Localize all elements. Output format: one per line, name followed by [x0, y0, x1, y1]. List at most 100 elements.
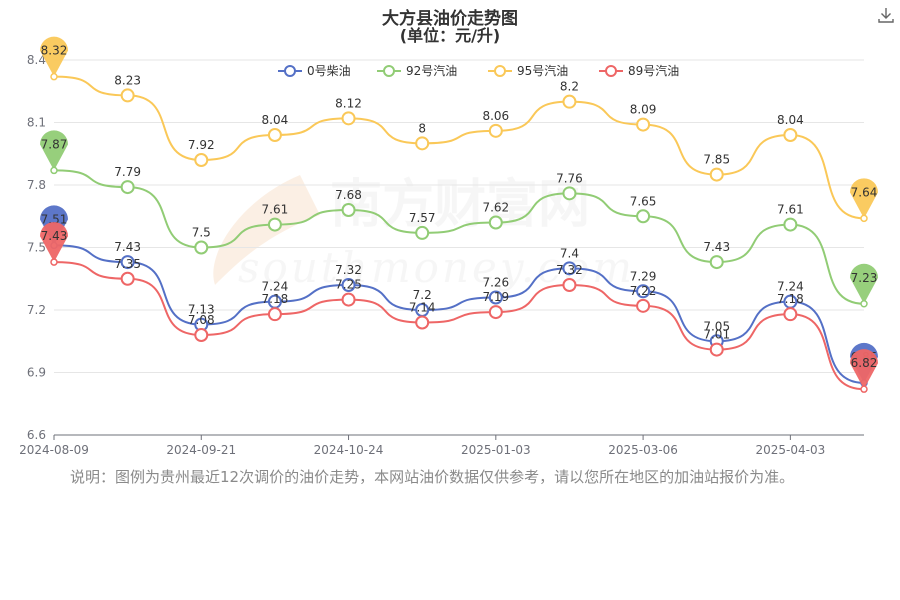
- data-label: 8: [418, 121, 426, 135]
- y-tick-label: 8.1: [27, 116, 46, 130]
- data-label: 8.2: [560, 80, 579, 94]
- data-label: 7.85: [703, 153, 730, 167]
- x-tick-label: 2024-08-09: [19, 443, 89, 457]
- data-point: [341, 203, 356, 217]
- data-point: [415, 315, 430, 330]
- data-label: 7.01: [703, 328, 730, 342]
- data-point: [709, 342, 724, 357]
- legend-label: 89号汽油: [628, 63, 679, 78]
- data-label: 7.24: [262, 280, 289, 294]
- y-tick-label: 8.4: [27, 53, 46, 67]
- x-tick-label: 2024-10-24: [314, 443, 384, 457]
- data-label: 7.18: [262, 292, 289, 306]
- data-label: 7.68: [335, 188, 362, 202]
- pin-shape: [850, 349, 878, 390]
- legend-marker: [494, 65, 506, 77]
- data-label: 7.79: [114, 165, 141, 179]
- legend: 0号柴油 92号汽油 95号汽油 89号汽油: [278, 63, 679, 78]
- data-label: 7.92: [188, 138, 215, 152]
- data-label: 7.22: [630, 284, 657, 298]
- data-label: 7.13: [188, 303, 215, 317]
- data-label: 7.76: [556, 171, 583, 185]
- data-label: 7.61: [777, 203, 804, 217]
- data-point: [860, 300, 868, 308]
- pin-marker: 7.64: [850, 178, 878, 219]
- data-label: 7.26: [482, 276, 509, 290]
- series-line: [53, 244, 865, 384]
- data-point: [709, 167, 724, 182]
- chart-subtitle: (单位：元/升): [399, 26, 501, 45]
- data-label: 7.2: [413, 288, 432, 302]
- y-tick-label: 6.9: [27, 366, 46, 380]
- data-point: [636, 117, 651, 132]
- data-point: [562, 94, 577, 109]
- data-label: 8.04: [262, 113, 289, 127]
- legend-marker: [383, 65, 395, 77]
- data-label: 7.24: [777, 280, 804, 294]
- data-point: [194, 153, 209, 167]
- data-point: [860, 214, 868, 223]
- data-point: [415, 225, 430, 240]
- data-point: [415, 136, 430, 151]
- data-point: [709, 255, 724, 270]
- data-label: 7.14: [409, 301, 436, 315]
- data-label: 7.57: [409, 211, 436, 225]
- data-point: [562, 261, 577, 276]
- x-tick-label: 2024-09-21: [166, 443, 236, 457]
- pin-label: 7.64: [851, 185, 878, 199]
- pin-shape: [850, 178, 878, 219]
- data-point: [488, 123, 503, 138]
- data-label: 7.19: [482, 290, 509, 304]
- y-tick-label: 7.5: [27, 241, 46, 255]
- data-point: [341, 278, 356, 292]
- data-label: 7.43: [703, 240, 730, 254]
- data-point: [636, 298, 651, 313]
- data-point: [562, 186, 577, 201]
- x-tick-label: 2025-01-03: [461, 443, 531, 457]
- data-point: [783, 307, 798, 322]
- data-point: [488, 290, 503, 305]
- watermark-logo: [213, 175, 320, 285]
- legend-item: 89号汽油: [599, 63, 679, 78]
- data-point: [783, 217, 798, 232]
- pin-label: 7.23: [851, 271, 878, 285]
- data-point: [50, 72, 58, 81]
- data-label: 7.4: [560, 246, 579, 260]
- series-line: [53, 261, 865, 391]
- data-point: [636, 209, 651, 224]
- data-label: 8.23: [114, 73, 141, 87]
- pin-shape: [40, 130, 68, 171]
- data-point: [783, 128, 798, 142]
- data-label: 7.05: [703, 319, 730, 333]
- legend-marker: [284, 65, 296, 77]
- watermark-text-cn: 南方财富网: [330, 175, 590, 235]
- download-icon[interactable]: [877, 6, 895, 24]
- pin-label: 7.51: [41, 212, 68, 226]
- data-point: [341, 292, 356, 307]
- pin-marker: 6.82: [850, 349, 878, 390]
- data-label: 8.12: [335, 96, 362, 110]
- data-point: [860, 385, 868, 393]
- legend-item: 92号汽油: [377, 63, 457, 78]
- data-point: [50, 258, 58, 266]
- legend-label: 92号汽油: [406, 63, 457, 78]
- data-label: 7.32: [335, 263, 362, 277]
- y-tick-label: 7.8: [27, 178, 46, 192]
- data-label: 8.04: [777, 113, 804, 127]
- chart-note: 说明：图例为贵州最近12次调价的油价走势，本网站油价数据仅供参考，请以您所在地区…: [70, 468, 795, 486]
- data-label: 7.35: [114, 257, 141, 271]
- data-label: 7.29: [630, 269, 657, 283]
- legend-item: 95号汽油: [488, 63, 568, 78]
- data-label: 7.62: [482, 201, 509, 215]
- y-tick-label: 6.6: [27, 428, 46, 442]
- data-label: 7.61: [262, 203, 289, 217]
- data-point: [120, 255, 135, 270]
- legend-label: 0号柴油: [307, 64, 351, 78]
- data-label: 7.5: [192, 226, 211, 240]
- data-point: [488, 305, 503, 320]
- data-point: [50, 166, 58, 175]
- data-point: [194, 328, 209, 342]
- legend-item: 0号柴油: [278, 64, 351, 78]
- data-label: 7.65: [630, 194, 657, 208]
